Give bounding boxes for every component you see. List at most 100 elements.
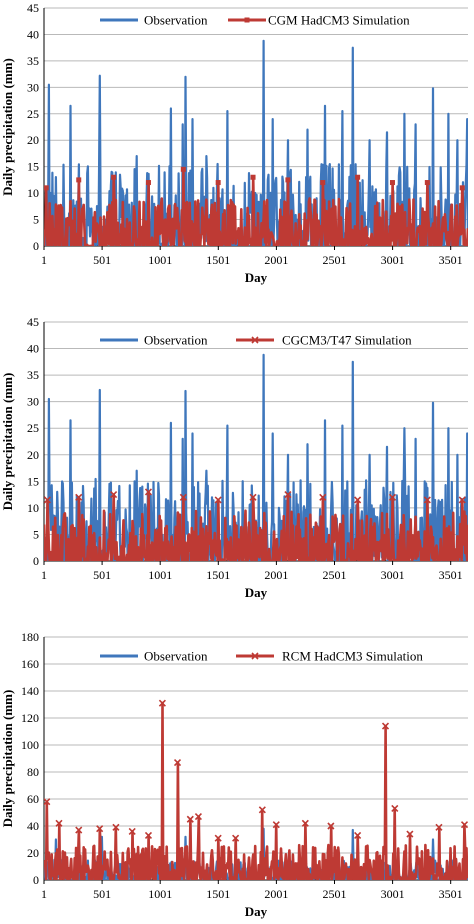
data-point-marker (258, 806, 266, 814)
data-point-marker (459, 185, 465, 191)
series-line-observation (44, 353, 468, 561)
data-point-marker (388, 493, 397, 501)
legend-marker (251, 652, 259, 660)
x-tick-label: 2501 (322, 253, 346, 267)
x-tick-label: 2501 (322, 887, 346, 901)
x-tick-label: 3501 (439, 568, 463, 582)
y-tick-label: 5 (33, 213, 39, 227)
data-point-marker (158, 699, 166, 707)
data-point-marker (214, 496, 222, 504)
data-point-marker (272, 821, 280, 829)
y-tick-label: 20 (27, 448, 39, 462)
data-point-marker (144, 831, 153, 840)
y-tick-label: 40 (27, 27, 39, 41)
y-tick-label: 15 (27, 160, 39, 174)
data-point-marker (214, 834, 222, 842)
data-point-marker (249, 493, 257, 501)
series-markers (44, 699, 468, 842)
y-tick-label: 100 (21, 738, 39, 752)
y-tick-label: 25 (27, 107, 39, 121)
data-point-marker (110, 491, 118, 499)
x-tick-label: 2001 (264, 568, 288, 582)
y-tick-label: 40 (27, 819, 39, 833)
data-point-marker (320, 180, 326, 186)
data-point-marker (250, 174, 256, 180)
legend-label: Observation (144, 13, 208, 28)
data-point-marker (128, 827, 136, 835)
legend-marker (244, 17, 250, 23)
data-point-marker (75, 826, 83, 834)
data-point-marker (180, 166, 186, 172)
x-tick-label: 1501 (206, 887, 230, 901)
y-tick-label: 120 (21, 711, 39, 725)
y-tick-label: 30 (27, 395, 39, 409)
series-markers (44, 488, 466, 504)
legend-label: CGM HadCM3 Simulation (268, 13, 410, 28)
x-tick-label: 1001 (148, 568, 172, 582)
data-point-marker (232, 834, 240, 842)
data-point-marker (406, 830, 414, 838)
y-tick-label: 0 (33, 239, 39, 253)
y-tick-label: 20 (27, 133, 39, 147)
data-point-marker (301, 819, 309, 827)
x-tick-label: 3001 (381, 568, 405, 582)
x-tick-label: 3501 (439, 887, 463, 901)
data-point-marker (96, 825, 104, 833)
y-tick-label: 0 (33, 873, 39, 887)
x-tick-label: 1 (41, 887, 47, 901)
y-tick-label: 10 (27, 501, 39, 515)
y-tick-label: 30 (27, 80, 39, 94)
x-tick-label: 1001 (148, 887, 172, 901)
data-point-marker (186, 815, 194, 823)
x-tick-label: 501 (93, 568, 111, 582)
y-axis-label: Daily precipitation (mm) (0, 58, 15, 196)
x-tick-label: 501 (93, 887, 111, 901)
y-tick-label: 180 (21, 630, 39, 644)
data-point-marker (144, 488, 153, 496)
data-point-marker (458, 496, 466, 504)
y-tick-label: 35 (27, 54, 39, 68)
y-tick-label: 10 (27, 186, 39, 200)
series-markers (44, 166, 465, 191)
legend-label: CGCM3/T47 Simulation (282, 333, 412, 348)
data-point-marker (423, 496, 431, 504)
y-tick-label: 140 (21, 684, 39, 698)
data-point-marker (112, 823, 120, 831)
data-point-marker (285, 177, 291, 183)
data-point-marker (327, 822, 335, 830)
y-tick-label: 80 (27, 765, 39, 779)
series-line-simulation (44, 701, 468, 880)
y-tick-label: 45 (27, 315, 39, 329)
x-tick-label: 1 (41, 568, 47, 582)
data-point-marker (424, 180, 430, 186)
data-point-marker (215, 180, 221, 186)
data-point-marker (173, 758, 182, 767)
data-point-marker (44, 185, 49, 191)
x-tick-label: 2501 (322, 568, 346, 582)
y-tick-label: 45 (27, 1, 39, 15)
data-point-marker (354, 496, 362, 504)
data-point-marker (194, 812, 202, 821)
y-tick-label: 35 (27, 368, 39, 382)
data-point-marker (381, 722, 390, 730)
data-point-marker (354, 831, 362, 840)
data-point-marker (391, 804, 399, 813)
y-tick-label: 25 (27, 421, 39, 435)
y-axis-label: Daily precipitation (mm) (0, 690, 15, 828)
data-point-marker (111, 174, 117, 180)
x-tick-label: 3501 (439, 253, 463, 267)
legend-marker (251, 336, 259, 344)
y-tick-label: 15 (27, 474, 39, 488)
y-tick-label: 160 (21, 657, 39, 671)
y-tick-label: 40 (27, 342, 39, 356)
legend-label: Observation (144, 333, 208, 348)
data-point-marker (145, 180, 151, 186)
y-tick-label: 20 (27, 846, 39, 860)
data-point-marker (319, 493, 327, 501)
legend-label: RCM HadCM3 Simulation (282, 649, 423, 664)
data-point-marker (389, 180, 395, 186)
